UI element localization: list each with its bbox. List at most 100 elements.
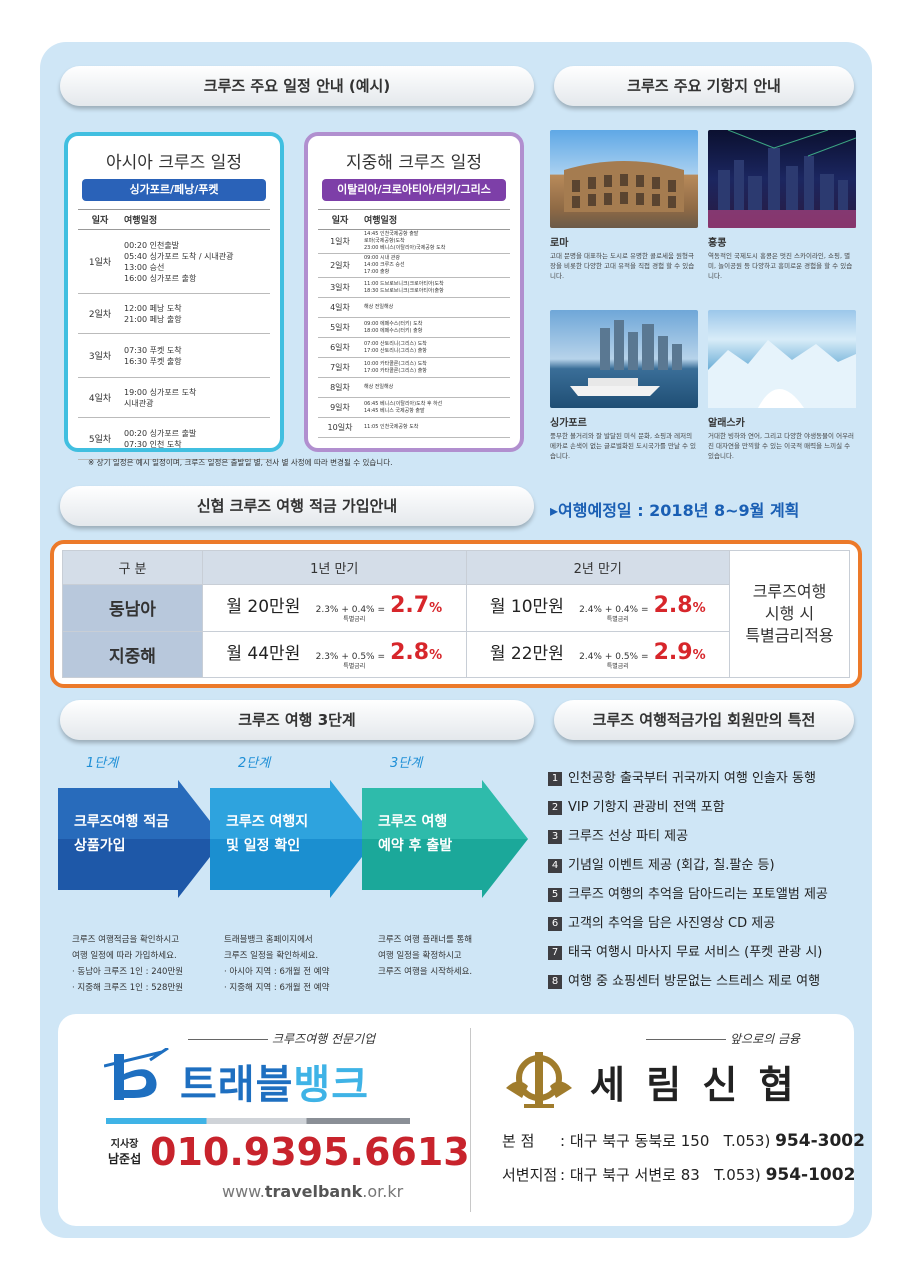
col-schedule: 여행일정: [122, 209, 270, 230]
destination-alaska: 알래스카 거대한 빙하와 연어, 그리고 다양한 야생동물이 어우러진 대자연을…: [708, 310, 856, 461]
monthly-amount: 월 44만원: [226, 643, 301, 664]
step-note: 크루즈 여행적금을 확인하시고 여행 일정에 따라 가입하세요. · 동남아 크…: [72, 935, 184, 993]
destination-desc: 거대한 빙하와 연어, 그리고 다양한 야생동물이 어우러진 대자연을 만끽할 …: [708, 432, 855, 460]
asia-itinerary-table: 일자 여행일정 1일차 00:20 인천출발 05:40 싱가포르 도착 / 시내…: [78, 209, 270, 460]
monthly-amount: 월 20만원: [226, 597, 301, 618]
benefit-text: VIP 기항지 관광비 전액 포함: [568, 800, 725, 815]
day-cell: 8일차: [318, 377, 362, 398]
special-rate-label: 특별금리: [606, 662, 629, 670]
ports-header: 크루즈 주요 기항지 안내: [554, 66, 854, 106]
step-label: 2단계: [238, 756, 271, 771]
col-2-year: 2년 만기: [465, 550, 730, 585]
schedule-cell: 00:20 싱가포르 출발 07:30 인천 도착: [122, 417, 270, 460]
step-text: 크루즈여행 적금 상품가입: [74, 814, 170, 854]
rate-cell: 월 44만원 2.3% + 0.5% = 2.8% 특별금리: [202, 630, 467, 678]
rate-cell: 월 10만원 2.4% + 0.4% = 2.8% 특별금리: [465, 584, 730, 632]
serim-name: 세 림 신 협: [590, 1063, 798, 1107]
table-row: 동남아 월 20만원 2.3% + 0.4% = 2.7% 특별금리 월 10만…: [62, 584, 850, 632]
schedule-cell: 11:00 드브로브니크(크로아티아)도착 18:30 드브로브니크(크로아티아…: [362, 277, 510, 298]
benefit-text: 인천공항 출국부터 귀국까지 여행 인솔자 동행: [568, 771, 816, 786]
schedule-cell: 해상 전일해상: [362, 377, 510, 398]
benefit-number: 5: [548, 887, 562, 902]
table-row: 5일차 09:00 에페수스(터키) 도착 18:00 에페수스(터키) 출항: [318, 317, 510, 338]
col-label: 구 분: [62, 550, 203, 585]
benefit-number: 8: [548, 974, 562, 989]
destination-desc: 역동적인 국제도시 홍콩은 멋진 스카이라인, 쇼핑, 별미, 놀이공원 등 다…: [708, 252, 853, 280]
destination-singapore: 싱가포르 풍부한 볼거리와 잘 발달된 미식 문화, 쇼핑과 레저의 메카로 손…: [550, 310, 698, 461]
step-3: 3단계 크루즈 여행 예약 후 출발: [362, 756, 530, 898]
benefit-item: 3 크루즈 선상 파티 제공: [548, 825, 688, 844]
monthly-amount: 월 10만원: [489, 597, 564, 618]
destination-name: 알래스카: [708, 418, 745, 429]
footer-contact-box: 크루즈여행 전문기업 트래블뱅크 지사장 남준섭 010.9395.6613 ww…: [58, 1014, 865, 1226]
step-arrow-2: [210, 780, 376, 898]
final-rate: 2.8%: [653, 593, 706, 619]
benefit-item: 6 고객의 추억을 담은 사진영상 CD 제공: [548, 912, 775, 931]
benefit-item: 4 기념일 이벤트 제공 (회갑, 칠.팔순 등): [548, 854, 775, 873]
benefit-text: 크루즈 여행의 추억을 담아드리는 포토앨범 제공: [568, 887, 828, 902]
hongkong-photo: [708, 129, 857, 228]
travelbank-phone[interactable]: 010.9395.6613: [150, 1130, 470, 1174]
travelbank-logo-icon: [103, 1046, 174, 1108]
destination-desc: 고대 문명을 대표하는 도시로 유명한 콜로세움 원형극장을 비롯한 다양한 고…: [550, 252, 695, 280]
serim-tagline: 앞으로의 금융: [646, 1030, 800, 1047]
step-1: 1단계 크루즈여행 적금 상품가입: [58, 756, 226, 898]
row-label: 동남아: [62, 584, 203, 632]
destination-hongkong: 홍콩 역동적인 국제도시 홍콩은 멋진 스카이라인, 쇼핑, 별미, 놀이공원 …: [708, 129, 857, 281]
day-cell: 4일차: [78, 377, 122, 418]
day-cell: 9일차: [318, 397, 362, 418]
col-schedule: 여행일정: [362, 209, 510, 230]
travelbank-divider: [106, 1118, 410, 1124]
benefit-item: 5 크루즈 여행의 추억을 담아드리는 포토앨범 제공: [548, 883, 828, 902]
schedule-cell: 07:30 푸켓 도착 16:30 푸켓 출항: [122, 333, 270, 378]
benefit-number: 6: [548, 916, 562, 931]
benefit-item: 1 인천공항 출국부터 귀국까지 여행 인솔자 동행: [548, 767, 816, 786]
special-rate-note: 크루즈여행 시행 시 특별금리적용: [729, 550, 850, 678]
schedule-header: 크루즈 주요 일정 안내 (예시): [60, 66, 534, 106]
asia-itinerary-box: 아시아 크루즈 일정 싱가포르/페낭/푸켓 일자 여행일정 1일차 00:20 인…: [64, 132, 284, 460]
benefit-text: 태국 여행시 마사지 무료 서비스 (푸켓 관광 시): [568, 945, 823, 960]
day-cell: 1일차: [318, 229, 362, 254]
col-1-year: 1년 만기: [202, 550, 467, 585]
asia-route: 싱가포르/페낭/푸켓: [82, 179, 266, 201]
step-2: 2단계 크루즈 여행지 및 일정 확인: [210, 756, 378, 898]
serim-phone[interactable]: 954-3002: [775, 1131, 865, 1151]
step-label: 3단계: [390, 756, 423, 771]
serim-phone[interactable]: 954-1002: [765, 1165, 856, 1185]
table-row: 2일차 09:00 시내 관광 14:00 크루즈 승선 17:00 출항: [318, 253, 510, 278]
day-cell: 3일차: [78, 333, 122, 378]
table-row: 10일차 11:05 인천국제공항 도착: [318, 417, 510, 438]
singapore-photo: [550, 310, 698, 408]
rate-cell: 월 22만원 2.4% + 0.5% = 2.9% 특별금리: [465, 630, 730, 678]
rate-formula: 2.3% + 0.4% =: [315, 605, 386, 616]
final-rate: 2.8%: [390, 639, 443, 665]
benefit-number: 1: [548, 771, 562, 786]
schedule-cell: 12:00 페낭 도착 21:00 페낭 출항: [122, 293, 270, 334]
final-rate: 2.7%: [390, 593, 443, 619]
special-rate-label: 특별금리: [606, 616, 629, 624]
schedule-cell: 07:00 산토리니(그리스) 도착 17:00 산토리니(그리스) 출항: [362, 337, 510, 358]
schedule-cell: 00:20 인천출발 05:40 싱가포르 도착 / 시내관광 13:00 승선…: [122, 229, 270, 294]
benefit-number: 3: [548, 829, 562, 844]
col-day: 일자: [78, 209, 122, 230]
destination-desc: 풍부한 볼거리와 잘 발달된 미식 문화, 쇼핑과 레저의 메카로 손색이 없는…: [550, 432, 697, 460]
rate-cell: 월 20만원 2.3% + 0.4% = 2.7% 특별금리: [202, 584, 467, 632]
benefit-number: 2: [548, 800, 562, 815]
travelbank-url[interactable]: www.travelbank.or.kr: [222, 1182, 404, 1201]
day-cell: 3일차: [318, 277, 362, 298]
table-row: 5일차 00:20 싱가포르 출발 07:30 인천 도착: [78, 417, 270, 460]
benefit-text: 여행 중 쇼핑센터 방문없는 스트레스 제로 여행: [568, 974, 821, 989]
special-rate-label: 특별금리: [343, 616, 366, 624]
asia-itinerary-title: 아시아 크루즈 일정: [106, 153, 242, 173]
travelbank-name: 트래블뱅크: [180, 1062, 370, 1108]
col-day: 일자: [318, 209, 362, 230]
day-cell: 7일차: [318, 357, 362, 378]
table-row: 지중해 월 44만원 2.3% + 0.5% = 2.8% 특별금리 월 22만…: [62, 630, 850, 678]
destination-name: 홍콩: [708, 238, 727, 249]
destination-name: 로마: [550, 238, 569, 249]
table-row: 구 분 1년 만기 2년 만기 크루즈여행 시행 시 특별금리적용: [62, 550, 850, 678]
rate-formula: 2.4% + 0.5% =: [579, 651, 649, 662]
step-text: 크루즈 여행 예약 후 출발: [378, 814, 453, 854]
table-row: 8일차 해상 전일해상: [318, 377, 510, 398]
benefit-text: 고객의 추억을 담은 사진영상 CD 제공: [568, 916, 776, 931]
